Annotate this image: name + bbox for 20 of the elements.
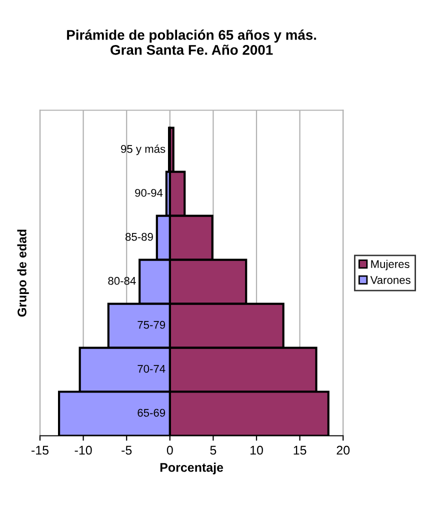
y-tick-label: 80-84 xyxy=(108,276,136,285)
x-tick-label: -5 xyxy=(122,446,132,455)
y-tick-label: 70-74 xyxy=(138,364,166,373)
x-tick-label: 15 xyxy=(294,446,306,455)
y-tick-label: 85-89 xyxy=(126,232,153,241)
x-tick-label: -10 xyxy=(74,446,92,455)
y-tick-label: 65-69 xyxy=(138,408,166,417)
y-tick-label: 75-79 xyxy=(138,320,166,329)
legend-label: Mujeres xyxy=(371,260,410,270)
y-tick-label: 90-94 xyxy=(135,188,163,197)
x-tick-label: 0 xyxy=(166,446,173,455)
y-tick-label: 95 y más xyxy=(121,144,166,156)
x-tick-label: -15 xyxy=(32,446,49,455)
x-tick-label: 5 xyxy=(210,446,216,455)
x-tick-label: 10 xyxy=(250,446,263,455)
x-tick-label: 20 xyxy=(336,446,350,455)
x-axis-title: Porcentaje xyxy=(160,462,224,474)
y-axis-title: Grupo de edad xyxy=(17,230,29,317)
chart-title: Pirámide de población 65 años y más. Gran Santa Fe. Año 2001 xyxy=(67,30,316,55)
legend-label: Varones xyxy=(370,276,410,284)
